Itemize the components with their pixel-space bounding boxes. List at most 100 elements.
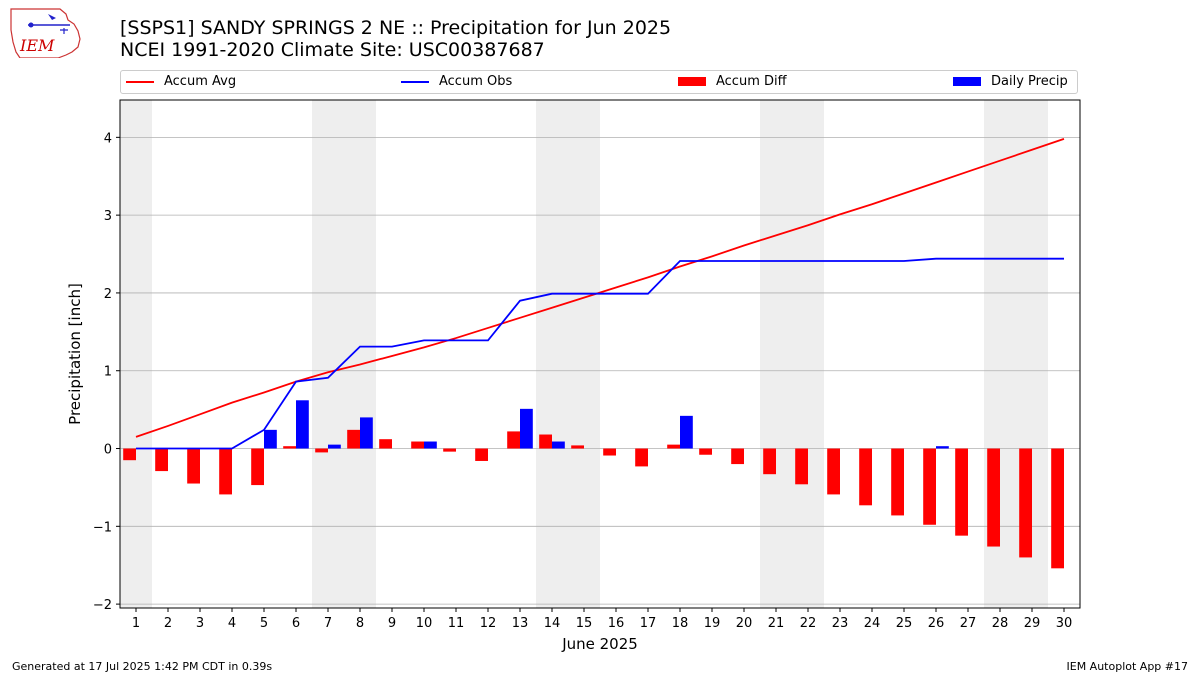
- legend-item-accum-obs: Accum Obs: [401, 74, 512, 89]
- x-tick-label-17: 17: [640, 616, 657, 631]
- legend-swatch-accum-avg: [126, 80, 154, 83]
- x-tick-label-3: 3: [196, 616, 204, 631]
- accum-diff-bar-16: [603, 448, 616, 456]
- x-tick-label-30: 30: [1056, 616, 1073, 631]
- legend-item-daily-precip: Daily Precip: [953, 74, 1068, 89]
- legend-item-accum-diff: Accum Diff: [678, 74, 787, 89]
- legend-swatch-accum-obs: [401, 80, 429, 83]
- accum-diff-bar-7: [315, 448, 328, 453]
- weekend-band-3: [760, 100, 824, 608]
- accum-diff-bar-20: [731, 448, 744, 465]
- x-axis-label: June 2025: [561, 635, 638, 653]
- x-tick-label-14: 14: [544, 616, 561, 631]
- logo-text: IEM: [19, 36, 55, 55]
- legend-label-daily-precip: Daily Precip: [991, 74, 1068, 89]
- accum-diff-bar-29: [1019, 448, 1032, 558]
- daily-precip-bar-26: [936, 446, 949, 449]
- weekend-band-1: [312, 100, 376, 608]
- accum-diff-bar-15: [571, 445, 584, 449]
- x-tick-label-11: 11: [448, 616, 465, 631]
- accum-avg-line: [135, 138, 1065, 438]
- accum-diff-bar-30: [1051, 448, 1064, 569]
- x-tick-label-28: 28: [992, 616, 1009, 631]
- accum-diff-bar-12: [475, 448, 488, 461]
- y-axis-label: Precipitation [inch]: [66, 283, 84, 425]
- accum-diff-bar-1: [123, 448, 136, 461]
- accum-diff-bar-17: [635, 448, 648, 467]
- accum-diff-bar-2: [155, 448, 168, 472]
- x-tick-label-18: 18: [672, 616, 689, 631]
- plot-frame: [119, 99, 1081, 609]
- accum-diff-bar-5: [251, 448, 264, 486]
- accum-diff-bar-13: [507, 431, 520, 449]
- x-tick-label-7: 7: [324, 616, 332, 631]
- y-tick-label-0: 0: [104, 443, 112, 458]
- daily-precip-bar-5: [264, 429, 277, 449]
- accum-diff-bar-6: [283, 446, 296, 449]
- x-tick-label-5: 5: [260, 616, 268, 631]
- daily-precip-bar-10: [424, 441, 437, 449]
- daily-precip-bar-14: [552, 441, 565, 449]
- x-tick-label-2: 2: [164, 616, 172, 631]
- x-tick-label-23: 23: [832, 616, 849, 631]
- accum-diff-bar-3: [187, 448, 200, 484]
- accum-diff-bar-8: [347, 429, 360, 449]
- x-tick-label-8: 8: [356, 616, 364, 631]
- daily-precip-bar-18: [680, 415, 693, 449]
- accum-diff-bar-24: [859, 448, 872, 506]
- y-tick-label--1: −1: [93, 520, 112, 535]
- y-tick-label-1: 1: [104, 365, 112, 380]
- accum-diff-bar-25: [891, 448, 904, 516]
- x-tick-label-16: 16: [608, 616, 625, 631]
- iem-logo: IEM: [10, 8, 81, 58]
- x-tick-label-29: 29: [1024, 616, 1041, 631]
- accum-diff-bar-9: [379, 439, 392, 449]
- weekend-band-2: [536, 100, 600, 608]
- weekend-band-0: [120, 100, 152, 608]
- x-tick-label-26: 26: [928, 616, 945, 631]
- legend-label-accum-obs: Accum Obs: [439, 74, 513, 89]
- accum-diff-bar-19: [699, 448, 712, 455]
- x-tick-label-9: 9: [388, 616, 396, 631]
- accum-diff-bar-18: [667, 444, 680, 449]
- x-tick-label-6: 6: [292, 616, 300, 631]
- legend-swatch-accum-diff: [678, 77, 706, 86]
- x-tick-label-4: 4: [228, 616, 236, 631]
- x-tick-label-22: 22: [800, 616, 817, 631]
- legend-label-accum-diff: Accum Diff: [716, 74, 787, 89]
- daily-precip-bar-6: [296, 400, 309, 449]
- legend-swatch-daily-precip: [953, 77, 981, 86]
- accum-diff-bar-4: [219, 448, 232, 495]
- accum-diff-bar-27: [955, 448, 968, 536]
- y-tick-label-3: 3: [104, 209, 112, 224]
- chart-title: [SSPS1] SANDY SPRINGS 2 NE :: Precipitat…: [120, 17, 672, 39]
- accum-diff-bar-10: [411, 441, 424, 449]
- x-tick-label-19: 19: [704, 616, 721, 631]
- generated-note: Generated at 17 Jul 2025 1:42 PM CDT in …: [12, 660, 273, 673]
- x-tick-label-13: 13: [512, 616, 529, 631]
- accum-obs-line: [136, 257, 1064, 450]
- x-tick-label-10: 10: [416, 616, 433, 631]
- legend: Accum Avg Accum Obs Accum Diff Daily Pre…: [120, 70, 1078, 94]
- y-tick-label-4: 4: [104, 131, 112, 146]
- daily-precip-bar-8: [360, 417, 373, 449]
- accum-diff-bar-21: [763, 448, 776, 475]
- x-tick-label-20: 20: [736, 616, 753, 631]
- x-tick-label-12: 12: [480, 616, 497, 631]
- x-tick-label-27: 27: [960, 616, 977, 631]
- legend-label-accum-avg: Accum Avg: [164, 74, 237, 89]
- x-tick-label-25: 25: [896, 616, 913, 631]
- x-tick-label-1: 1: [132, 616, 140, 631]
- accum-diff-bar-23: [827, 448, 840, 495]
- accum-diff-bar-26: [923, 448, 936, 525]
- legend-item-accum-avg: Accum Avg: [126, 74, 236, 89]
- daily-precip-bar-13: [520, 408, 533, 449]
- chart-subtitle: NCEI 1991-2020 Climate Site: USC00387687: [120, 39, 545, 61]
- x-tick-label-21: 21: [768, 616, 785, 631]
- accum-diff-bar-22: [795, 448, 808, 485]
- x-tick-label-15: 15: [576, 616, 593, 631]
- accum-diff-bar-11: [443, 448, 456, 452]
- x-tick-label-24: 24: [864, 616, 881, 631]
- accum-diff-bar-28: [987, 448, 1000, 547]
